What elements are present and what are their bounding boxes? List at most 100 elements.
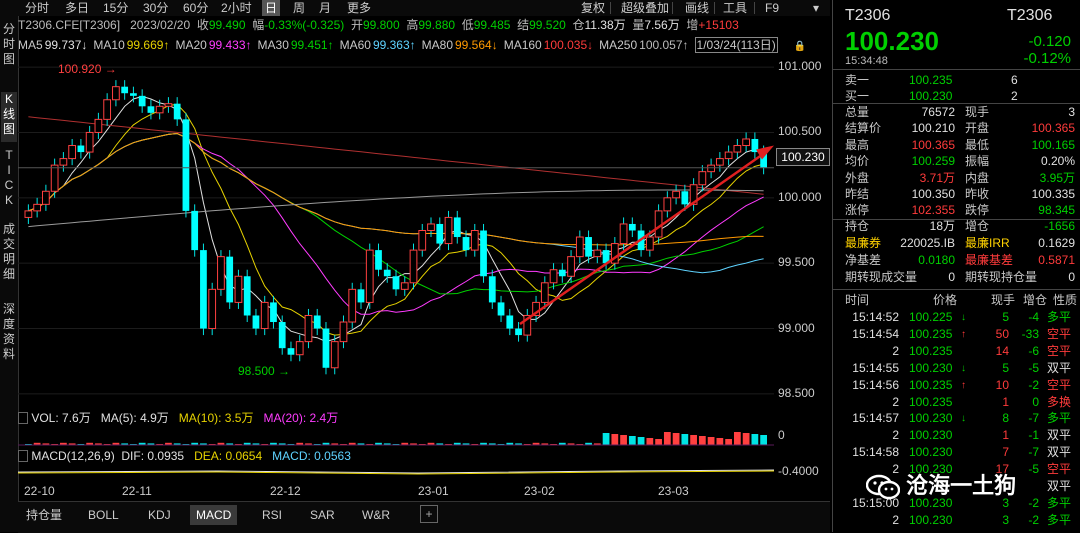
candle-up: [645, 236, 654, 251]
stat-label: 增仓: [965, 219, 990, 233]
quote-info-row: T2306.CFE[T2306] 2023/02/20 收99.490 幅-0.…: [18, 16, 830, 35]
stat-label: 开盘: [965, 121, 990, 136]
volume-bar: [200, 443, 207, 445]
macd-chart[interactable]: [18, 465, 774, 480]
pane-toggle-icon[interactable]: [18, 412, 28, 424]
tick-header-cell: 性质: [1053, 293, 1078, 307]
stat-label: 最低: [965, 137, 990, 152]
indicator-tab-6[interactable]: W&R: [362, 508, 390, 522]
period-tab-2[interactable]: 15分: [103, 1, 129, 15]
candle-up: [155, 105, 164, 114]
tick-time: 2: [892, 512, 899, 527]
book-volume: 6: [1011, 73, 1018, 87]
pane-toggle-icon[interactable]: [18, 450, 28, 462]
left-tab-char: 交: [2, 237, 15, 251]
period-tab-9[interactable]: 更多: [347, 1, 372, 15]
period-tab-3[interactable]: 30分: [143, 1, 169, 15]
indicator-tab-0[interactable]: 持仓量: [26, 508, 63, 522]
period-tab-1[interactable]: 多日: [65, 1, 90, 15]
period-tab-4[interactable]: 60分: [183, 1, 209, 15]
tick-oi-change: -2: [1028, 377, 1039, 392]
stat-value: -1656: [1044, 219, 1075, 233]
left-tab-4[interactable]: 深度资料: [1, 302, 17, 372]
candle-up: [208, 288, 217, 330]
candle-up: [339, 321, 348, 343]
ma-label-3: MA30: [257, 38, 289, 52]
date-label: 2023/02/20: [130, 18, 191, 32]
candle-down: [497, 302, 505, 316]
volume-bar: [348, 442, 356, 445]
period-tab-7[interactable]: 周: [293, 1, 306, 15]
volume-bar: [357, 443, 365, 445]
chevron-down-icon[interactable]: ▾: [813, 1, 820, 15]
volume-bar: [558, 442, 566, 445]
tick-nature: 多平: [1047, 310, 1072, 324]
candle-up: [540, 282, 549, 303]
tool-button-4[interactable]: F9: [765, 1, 780, 15]
indicator-tab-4[interactable]: RSI: [262, 508, 283, 522]
tool-button-1[interactable]: 超级叠加: [621, 1, 670, 15]
tool-button-0[interactable]: 复权: [581, 1, 606, 15]
tick-header-cell: 现手: [991, 293, 1016, 307]
indicator-tab-2[interactable]: KDJ: [148, 508, 171, 522]
left-tab-0[interactable]: 分时图: [1, 22, 17, 72]
candle-up: [103, 99, 112, 120]
candle-down: [392, 276, 400, 290]
volume-bar: [611, 434, 619, 445]
ma-label-6: MA160: [503, 38, 542, 52]
period-tab-6[interactable]: 日: [262, 0, 281, 16]
lock-icon[interactable]: 🔒: [793, 41, 807, 52]
settle-label: 结: [517, 18, 530, 32]
bid-row: 买一 100.230 2: [833, 88, 1080, 105]
stat-value: 100.259: [911, 154, 955, 169]
quote-time: 15:34:48: [845, 55, 888, 67]
period-tab-0[interactable]: 分时: [25, 1, 50, 15]
stat-label: 最廉基差: [965, 253, 1014, 267]
tick-nature: 双平: [1047, 479, 1072, 493]
tick-oi-change: -2: [1028, 512, 1039, 527]
volume-bar: [480, 442, 487, 445]
candle-down: [287, 348, 295, 355]
stat-label: 期转现成交量: [845, 270, 918, 284]
volume-bar: [331, 443, 339, 445]
period-tab-8[interactable]: 月: [319, 1, 332, 15]
stat-label: 结算价: [845, 121, 882, 136]
candlestick-chart[interactable]: 100.920 → 98.500 →: [18, 54, 774, 407]
period-tab-5[interactable]: 2小时: [221, 1, 252, 15]
candle-down: [322, 328, 330, 368]
oi-label: 仓: [572, 18, 585, 32]
tool-button-2[interactable]: 画线: [685, 1, 710, 15]
volume-bar: [191, 442, 199, 445]
candle-up: [68, 145, 77, 160]
candle-up: [33, 203, 42, 212]
left-tab-char: T: [5, 148, 13, 162]
left-tab-char: 图: [2, 122, 15, 136]
stat-label: 净基差: [845, 253, 882, 267]
tick-volume: 14: [995, 343, 1009, 358]
volume-bar: [173, 443, 181, 445]
indicator-tab-5[interactable]: SAR: [310, 508, 335, 522]
indicator-tab-1[interactable]: BOLL: [88, 508, 119, 522]
tool-button-3[interactable]: 工具: [723, 1, 748, 15]
volume-bar: [453, 442, 461, 445]
tick-row: 2 100.235 1 0 多换: [833, 394, 1080, 411]
tick-oi-change: -5: [1028, 462, 1039, 477]
volume-bar: [628, 436, 636, 445]
volume-bar: [707, 437, 715, 445]
tick-oi-change: -7: [1028, 445, 1039, 460]
add-icon[interactable]: +: [420, 505, 438, 523]
stat-value: 3: [1068, 105, 1075, 119]
left-tab-char: 度: [2, 317, 15, 331]
contract-code-right: T2306: [1007, 7, 1053, 24]
volume-bar: [138, 442, 146, 445]
stat-value: 102.355: [911, 203, 955, 218]
indicator-tab-3[interactable]: MACD: [190, 505, 238, 525]
left-tab-3[interactable]: 成交明细: [1, 222, 17, 292]
book-price: 100.230: [909, 89, 953, 103]
price-tick-2: 100.000: [778, 189, 822, 204]
volume-chart[interactable]: [18, 427, 774, 447]
tick-time: 2: [892, 462, 899, 477]
tick-time: 15:14:52: [852, 310, 899, 324]
